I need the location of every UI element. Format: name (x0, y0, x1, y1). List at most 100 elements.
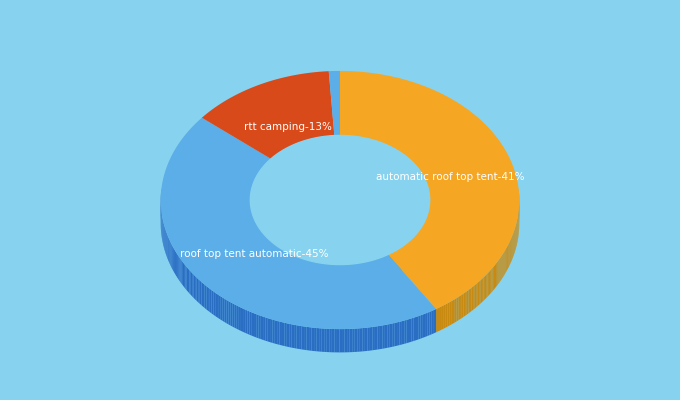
Polygon shape (243, 309, 245, 333)
Polygon shape (292, 324, 294, 348)
Polygon shape (496, 262, 497, 287)
Polygon shape (198, 279, 200, 304)
Polygon shape (390, 324, 392, 347)
Polygon shape (489, 270, 490, 295)
Polygon shape (268, 318, 270, 342)
Polygon shape (373, 327, 375, 350)
Polygon shape (180, 259, 182, 284)
Polygon shape (263, 317, 265, 341)
Polygon shape (460, 295, 462, 319)
Text: rtt camping-13%: rtt camping-13% (244, 122, 332, 132)
Polygon shape (272, 242, 273, 266)
Polygon shape (370, 327, 373, 350)
Polygon shape (316, 262, 317, 286)
Polygon shape (265, 317, 268, 342)
Polygon shape (398, 248, 399, 272)
Polygon shape (409, 240, 410, 264)
Polygon shape (224, 299, 226, 323)
Polygon shape (329, 329, 332, 352)
Polygon shape (311, 328, 314, 351)
Polygon shape (347, 264, 349, 288)
Polygon shape (360, 263, 361, 286)
Polygon shape (442, 305, 444, 330)
Polygon shape (371, 260, 372, 284)
Polygon shape (202, 71, 335, 159)
Polygon shape (367, 327, 370, 351)
Polygon shape (335, 264, 336, 288)
Polygon shape (401, 247, 402, 271)
Polygon shape (367, 261, 369, 285)
Polygon shape (411, 239, 412, 263)
Polygon shape (402, 320, 405, 344)
Polygon shape (337, 264, 339, 288)
Polygon shape (358, 263, 359, 287)
Polygon shape (266, 236, 267, 261)
Polygon shape (343, 264, 345, 288)
Polygon shape (510, 239, 511, 264)
Polygon shape (309, 260, 310, 284)
Polygon shape (273, 243, 274, 267)
Polygon shape (476, 283, 478, 307)
Polygon shape (495, 264, 496, 288)
Polygon shape (380, 257, 381, 281)
Polygon shape (407, 242, 408, 266)
Polygon shape (211, 290, 214, 315)
Polygon shape (214, 291, 215, 316)
Polygon shape (219, 295, 221, 320)
Polygon shape (425, 313, 427, 337)
Polygon shape (478, 281, 479, 306)
Polygon shape (292, 255, 294, 278)
Polygon shape (221, 296, 222, 321)
Polygon shape (390, 253, 391, 277)
Polygon shape (430, 311, 432, 335)
Polygon shape (388, 254, 389, 278)
Polygon shape (182, 260, 183, 286)
Polygon shape (397, 249, 398, 273)
Polygon shape (502, 254, 503, 279)
Polygon shape (402, 246, 403, 270)
Polygon shape (288, 253, 290, 276)
Polygon shape (375, 326, 377, 350)
Polygon shape (297, 257, 298, 280)
Polygon shape (187, 267, 188, 292)
Polygon shape (392, 252, 393, 276)
Polygon shape (217, 294, 219, 318)
Polygon shape (345, 264, 346, 288)
Polygon shape (405, 244, 406, 268)
Polygon shape (174, 249, 175, 274)
Polygon shape (284, 250, 286, 274)
Polygon shape (294, 325, 296, 348)
Polygon shape (339, 329, 342, 352)
Polygon shape (270, 319, 273, 343)
Polygon shape (160, 118, 436, 329)
Polygon shape (399, 321, 402, 345)
Polygon shape (453, 299, 455, 324)
Polygon shape (275, 320, 277, 344)
Polygon shape (345, 329, 347, 352)
Polygon shape (381, 257, 383, 280)
Polygon shape (407, 319, 409, 343)
Polygon shape (397, 322, 399, 346)
Polygon shape (349, 264, 350, 288)
Polygon shape (505, 248, 506, 273)
Polygon shape (284, 323, 287, 346)
Polygon shape (373, 260, 375, 283)
Polygon shape (200, 280, 201, 305)
Polygon shape (318, 263, 320, 286)
Polygon shape (267, 238, 269, 262)
Polygon shape (500, 256, 502, 281)
Polygon shape (427, 312, 430, 336)
Polygon shape (384, 256, 385, 280)
Polygon shape (305, 260, 306, 283)
Polygon shape (416, 316, 418, 340)
Polygon shape (306, 260, 307, 284)
Polygon shape (317, 262, 318, 286)
Polygon shape (456, 297, 458, 321)
Polygon shape (314, 328, 317, 351)
Polygon shape (385, 256, 386, 279)
Polygon shape (248, 310, 250, 335)
Polygon shape (465, 291, 466, 316)
Polygon shape (455, 298, 456, 322)
Polygon shape (331, 264, 332, 288)
Polygon shape (192, 273, 194, 298)
